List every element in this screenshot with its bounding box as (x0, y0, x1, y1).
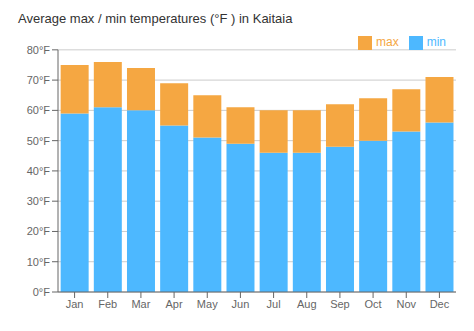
svg-text:20°F: 20°F (27, 225, 51, 237)
svg-text:Jul: Jul (267, 298, 281, 310)
svg-text:80°F: 80°F (27, 44, 51, 56)
html-text:Average max / min temperatures: Average max / min temperatures (°F ) in … (18, 11, 293, 26)
svg-text:Mar: Mar (131, 298, 150, 310)
svg-text:Oct: Oct (365, 298, 382, 310)
svg-text:Nov: Nov (396, 298, 416, 310)
svg-text:60°F: 60°F (27, 104, 51, 116)
svg-text:Apr: Apr (166, 298, 183, 310)
svg-text:30°F: 30°F (27, 195, 51, 207)
html-text:max: max (376, 35, 399, 49)
svg-text:Jun: Jun (232, 298, 250, 310)
svg-text:Feb: Feb (98, 298, 117, 310)
svg-text:Jan: Jan (66, 298, 84, 310)
html-text:min: min (426, 35, 446, 49)
svg-text:Sep: Sep (330, 298, 350, 310)
svg-text:40°F: 40°F (27, 165, 51, 177)
svg-text:10°F: 10°F (27, 256, 51, 268)
svg-text:Aug: Aug (297, 298, 317, 310)
svg-text:Dec: Dec (430, 298, 450, 310)
svg-text:50°F: 50°F (27, 135, 51, 147)
svg-text:0°F: 0°F (33, 286, 51, 298)
svg-text:May: May (197, 298, 218, 310)
svg-text:70°F: 70°F (27, 74, 51, 86)
